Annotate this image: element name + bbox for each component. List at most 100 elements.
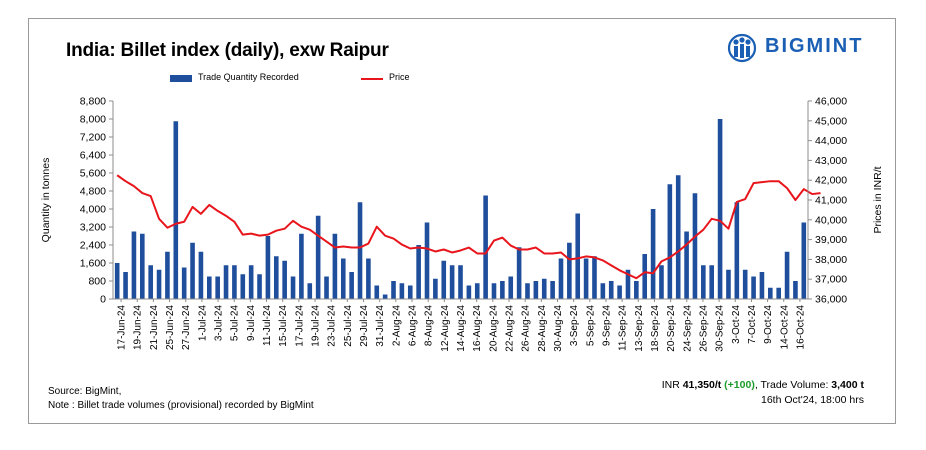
bar <box>776 287 781 299</box>
bar <box>709 265 715 299</box>
bar <box>793 281 798 299</box>
bar <box>500 281 505 299</box>
bar <box>198 251 204 299</box>
x-tick-label: 3-Oct-24 <box>731 305 742 344</box>
y-axis-title-right: Prices in INR/t <box>872 166 884 233</box>
bar <box>349 272 354 299</box>
x-tick-label: 25-Jul-24 <box>343 305 354 347</box>
bar <box>483 195 488 299</box>
legend-label-trade-quantity: Trade Quantity Recorded <box>198 72 299 82</box>
legend-line-swatch <box>361 78 383 80</box>
x-tick-label: 16-Oct-24 <box>795 305 806 350</box>
bar <box>675 175 681 299</box>
bar <box>248 265 254 299</box>
chart-frame <box>28 18 896 424</box>
bar <box>391 281 396 299</box>
bar <box>726 269 731 299</box>
x-tick-label: 28-Aug-24 <box>537 305 548 352</box>
bar <box>399 283 405 299</box>
bar <box>558 258 564 299</box>
y-tick-label-right: 43,000 <box>815 155 847 167</box>
y-tick-label-right: 45,000 <box>815 115 847 127</box>
x-tick-label: 20-Aug-24 <box>488 305 499 352</box>
y-tick-label-left: 8,800 <box>80 96 106 108</box>
price-summary-line: INR 41,350/t (+100), Trade Volume: 3,400… <box>662 378 864 393</box>
bar <box>114 263 120 299</box>
x-tick-label: 29-Jul-24 <box>359 305 370 347</box>
bar-series <box>114 119 807 299</box>
bar <box>307 283 313 299</box>
bar <box>131 231 137 299</box>
y-tick-label-right: 37,000 <box>815 274 847 286</box>
bar <box>784 251 790 299</box>
price-series <box>116 174 821 280</box>
bar <box>382 294 388 299</box>
x-tick-label: 30-Sep-24 <box>715 305 726 352</box>
x-tick-label: 9-Sep-24 <box>601 305 612 347</box>
y-tick-label-left: 4,000 <box>80 204 106 216</box>
legend-label-price: Price <box>389 72 410 82</box>
bar <box>541 278 547 299</box>
x-tick-label: 30-Aug-24 <box>553 305 564 352</box>
bar <box>516 247 522 299</box>
bar <box>583 258 589 299</box>
bar <box>441 260 447 299</box>
bar <box>340 258 346 299</box>
legend-bar-swatch <box>170 75 192 82</box>
x-tick-label: 26-Aug-24 <box>521 305 532 352</box>
y-tick-label-left: 3,200 <box>80 222 106 234</box>
y-tick-label-left: 800 <box>88 276 106 288</box>
bar <box>240 274 246 299</box>
bar <box>659 265 664 299</box>
x-tick-label: 2-Aug-24 <box>391 305 402 347</box>
bar <box>165 251 170 299</box>
bar <box>173 121 179 299</box>
bar <box>650 209 656 299</box>
bar <box>273 256 279 299</box>
y-tick-label-left: 8,000 <box>80 114 106 126</box>
chart-axes <box>109 100 812 302</box>
bar <box>123 272 128 299</box>
volume-prefix: , Trade Volume: <box>754 379 832 391</box>
volume-note: Note : Billet trade volumes (provisional… <box>48 400 314 411</box>
x-tick-label: 5-Jul-24 <box>230 305 241 342</box>
x-tick-label: 27-Jun-24 <box>181 305 192 350</box>
bar <box>466 285 472 299</box>
bar <box>491 283 497 299</box>
y-tick-label-right: 38,000 <box>815 254 847 266</box>
bar <box>374 285 380 299</box>
price-timestamp: 16th Oct'24, 18:00 hrs <box>761 394 864 406</box>
bar <box>407 285 413 299</box>
source-note: Source: BigMint, <box>48 386 122 397</box>
bar <box>265 236 271 299</box>
bar <box>156 269 162 299</box>
y-tick-label-left: 7,200 <box>80 132 106 144</box>
volume-value: 3,400 t <box>831 379 864 391</box>
footer-notes: Source: BigMint, Note : Billet trade vol… <box>48 385 314 413</box>
bar <box>533 281 539 299</box>
x-tick-label: 24-Sep-24 <box>682 305 693 352</box>
bar <box>282 260 287 299</box>
bar <box>801 222 807 299</box>
bar <box>257 274 262 299</box>
y-tick-label-left: 0 <box>100 294 106 306</box>
bar <box>223 265 229 299</box>
y-tick-label-left: 1,600 <box>80 258 106 270</box>
bar <box>416 245 421 299</box>
bar <box>181 267 187 299</box>
bar <box>449 265 455 299</box>
x-tick-label: 9-Jul-24 <box>246 305 257 342</box>
x-tick-label: 14-Aug-24 <box>456 305 467 352</box>
x-tick-label: 14-Oct-24 <box>779 305 790 350</box>
bar <box>717 119 723 299</box>
bar <box>324 276 329 299</box>
bar <box>600 283 606 299</box>
bar <box>424 222 430 299</box>
bar <box>332 233 338 299</box>
bar <box>567 242 572 299</box>
bar <box>148 265 153 299</box>
y-tick-label-right: 46,000 <box>815 96 847 108</box>
x-tick-label: 17-Jul-24 <box>294 305 305 347</box>
bar <box>667 184 673 299</box>
